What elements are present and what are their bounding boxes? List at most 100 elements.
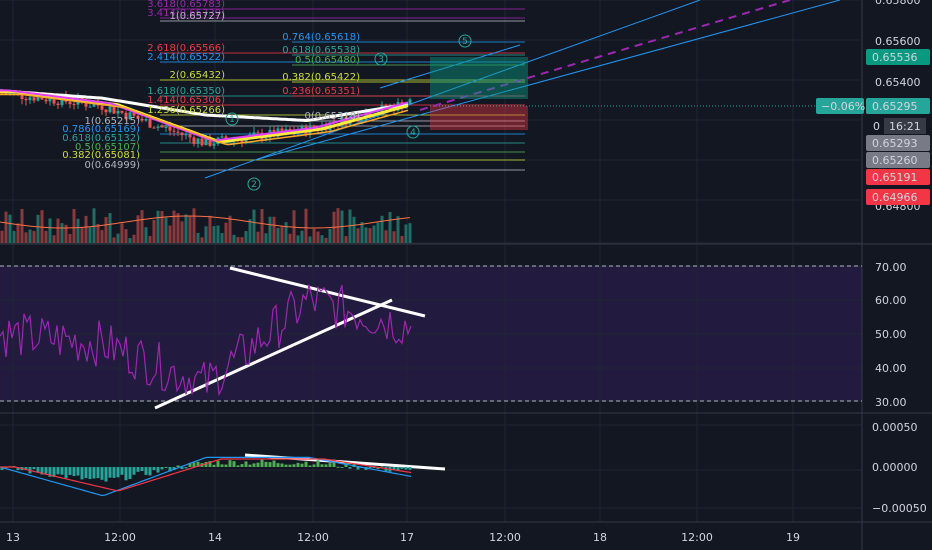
volume-bar (388, 212, 392, 243)
volume-bar (392, 231, 396, 243)
candle-body (172, 130, 176, 132)
fib-level-label: 2(0.65432) (169, 70, 225, 81)
volume-bar (4, 211, 8, 243)
rsi-tick: 50.00 (875, 328, 907, 341)
ma-purple-line (0, 89, 409, 142)
candle-body (240, 139, 244, 143)
candle-body (28, 97, 32, 101)
macd-hist-bar (236, 465, 240, 467)
time-label: 12:00 (297, 531, 329, 544)
position-profit-zone (430, 57, 528, 99)
volume-bar (276, 227, 280, 243)
volume-bar (220, 233, 224, 243)
macd-hist-bar (120, 467, 124, 475)
volume-bar (380, 215, 384, 243)
volume-bar (232, 234, 236, 243)
volume-bar (64, 224, 68, 243)
price-badge (866, 169, 930, 185)
macd-hist-bar (84, 467, 88, 479)
position-loss-zone (430, 106, 528, 130)
volume-bar (396, 216, 400, 243)
volume-bar (192, 208, 196, 243)
volume-bar (12, 230, 16, 243)
macd-hist-bar (88, 467, 92, 480)
candle-body (32, 97, 36, 101)
price-badge (866, 189, 930, 205)
volume-bar (52, 235, 56, 243)
candle-body (140, 118, 144, 121)
macd-hist-bar (64, 467, 68, 479)
candle-body (156, 126, 160, 128)
volume-bar (280, 226, 284, 243)
channel-line-inner (379, 44, 521, 89)
volume-bar (304, 208, 308, 243)
fib-level-label: 1.618(0.65350) (147, 86, 225, 97)
volume-bar (352, 216, 356, 243)
macd-hist-bar (328, 463, 332, 467)
fib-right-label: 0(0.65318) (304, 111, 360, 122)
macd-hist-bar (248, 464, 252, 467)
candle-body (132, 112, 136, 116)
ma-orange-line (0, 93, 409, 146)
volume-bar (284, 222, 288, 243)
volume-bar (136, 215, 140, 243)
volume-bar (360, 222, 364, 243)
candle-body (344, 116, 348, 125)
volume-bar (308, 236, 312, 243)
macd-tick: 0.00000 (872, 461, 918, 474)
countdown-prefix: 0 (873, 120, 880, 133)
price-badge-label: 0.64966 (872, 191, 918, 204)
fib-level-label: 0(0.64999) (84, 160, 140, 171)
macd-hist-bar (112, 467, 116, 478)
macd-hist-bar (24, 467, 28, 470)
macd-hist-bar (108, 467, 112, 478)
candle-body (68, 101, 72, 105)
macd-hist-bar (192, 462, 196, 467)
macd-hist-bar (240, 464, 244, 467)
volume-bar (272, 216, 276, 243)
volume-bar (404, 224, 408, 243)
macd-hist-bar (384, 467, 388, 472)
volume-bar (44, 230, 48, 243)
candle-body (100, 105, 104, 110)
wave-label: 1 (229, 115, 235, 125)
volume-bar (120, 223, 124, 243)
volume-bar (300, 230, 304, 243)
macd-hist-bar (172, 467, 176, 471)
volume-bar (144, 227, 148, 243)
macd-hist-bar (136, 467, 140, 472)
macd-hist-bar (196, 461, 200, 467)
time-label: 18 (593, 531, 607, 544)
volume-bar (248, 219, 252, 243)
rsi-line (0, 284, 412, 397)
price-badge-label: 0.65191 (872, 171, 918, 184)
macd-hist-bar (336, 466, 340, 468)
fib-level-label: 2.414(0.65522) (147, 52, 225, 63)
volume-bar (164, 217, 168, 243)
macd-hist-bar (244, 461, 248, 467)
macd-hist-bar (40, 467, 44, 475)
macd-hist-bar (320, 464, 324, 467)
ma-white-line (0, 89, 409, 123)
volume-bar (224, 222, 228, 243)
volume-bar (356, 228, 360, 243)
candle-body (204, 137, 208, 146)
volume-bar (140, 210, 144, 243)
macd-hist-bar (396, 467, 400, 472)
macd-hist-bar (284, 464, 288, 467)
volume-bar (0, 230, 4, 243)
macd-hist-bar (272, 460, 276, 467)
volume-bar (8, 214, 12, 243)
macd-hist-bar (216, 460, 220, 467)
volume-bar (36, 214, 40, 243)
price-badge-label: 0.65295 (872, 100, 918, 113)
macd-hist-bar (80, 467, 84, 480)
candle-body (200, 138, 204, 146)
volume-bar (32, 231, 36, 243)
wave-marker (406, 125, 420, 139)
wave-label: 5 (462, 37, 468, 47)
volume-bar (188, 216, 192, 243)
volume-bar (180, 221, 184, 243)
volume-bar (104, 217, 108, 243)
